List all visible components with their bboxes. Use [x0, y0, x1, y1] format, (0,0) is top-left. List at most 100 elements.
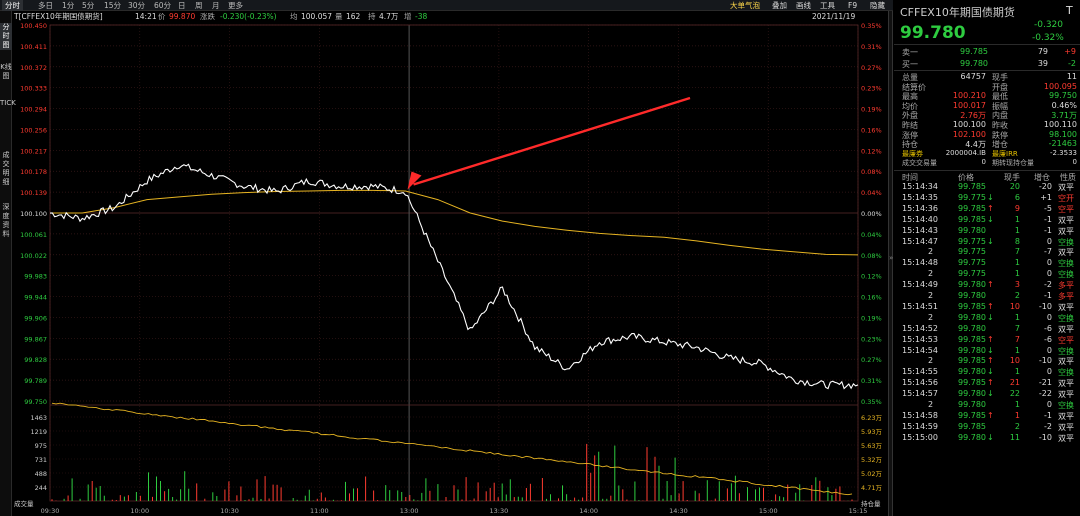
tab-1[interactable]: 多日: [38, 1, 53, 10]
price-tick: 100.100: [20, 210, 47, 218]
vol-tick: 731: [35, 456, 47, 464]
trade-type: 双平: [1058, 390, 1074, 400]
trade-vol: 22: [1009, 389, 1020, 399]
left-tab-2[interactable]: TICK: [0, 99, 16, 107]
toolbar-right-5[interactable]: 隐藏: [870, 1, 885, 10]
tab-9[interactable]: 月: [212, 1, 220, 10]
trade-oi: 0: [1046, 269, 1052, 279]
tab-3[interactable]: 5分: [82, 1, 95, 10]
left-tab-1[interactable]: K线图: [0, 63, 12, 80]
trade-price: 99.785: [958, 203, 986, 213]
oi-tick: 5.02万: [861, 470, 882, 478]
trade-oi: -7: [1044, 247, 1052, 257]
time-tick: 11:00: [310, 507, 329, 515]
quote-vol: 39: [1037, 59, 1048, 68]
trade-direction-icon: ↑: [987, 356, 994, 366]
trades-header-3: 增仓: [1034, 173, 1050, 182]
trade-vol: 9: [1014, 203, 1020, 213]
left-tab-4[interactable]: 深度资料: [2, 203, 10, 238]
trade-direction-icon: ↑: [987, 334, 994, 344]
intraday-chart-area[interactable]: T[CFFEX10年期国债期货] 14:21 价 99.870 涨跌 -0.230(-0.…: [12, 11, 888, 516]
quote-chg: +9: [1064, 47, 1076, 56]
tab-4[interactable]: 15分: [104, 1, 122, 10]
panel-splitter[interactable]: »: [888, 11, 893, 516]
vol-tick: 1219: [30, 428, 47, 436]
trade-time: 2: [928, 400, 934, 409]
trade-price: 99.775: [958, 236, 986, 246]
time-tick: 14:30: [669, 507, 688, 515]
trade-type: 多平: [1058, 281, 1074, 291]
trade-type: 空换: [1058, 259, 1074, 269]
trade-time: 15:14:58: [902, 410, 938, 420]
stat-value: -2.3533: [1049, 148, 1077, 157]
left-tab-3[interactable]: 成交明细: [2, 151, 10, 186]
trade-vol: 7: [1014, 247, 1020, 257]
annotation-arrowhead-icon: [407, 171, 422, 190]
tab-5[interactable]: 30分: [128, 1, 146, 10]
stat-label: 成交交易量: [902, 159, 937, 168]
trade-vol: 10: [1009, 356, 1020, 366]
stat-value: 0: [981, 158, 986, 167]
oi-tick: 4.71万: [861, 484, 882, 492]
quote-label: 卖一: [902, 48, 918, 57]
toolbar-right-1[interactable]: 叠加: [772, 1, 787, 10]
tab-7[interactable]: 日: [178, 1, 186, 10]
stat-value: 98.100: [1049, 129, 1077, 139]
trade-type: 空换: [1058, 313, 1074, 323]
trade-time: 15:14:36: [902, 203, 938, 213]
trade-time: 15:14:47: [902, 236, 938, 246]
time-tick: 14:00: [579, 507, 598, 515]
trade-price: 99.775: [958, 247, 986, 257]
stat-label: 期转现持仓量: [992, 159, 1034, 168]
time-tick: 13:00: [400, 507, 419, 515]
tab-6[interactable]: 60分: [154, 1, 172, 10]
trade-time: 15:15:00: [902, 432, 938, 442]
pct-tick: 0.31%: [861, 377, 882, 385]
stat-label: 开盘: [992, 82, 1008, 92]
info-price: 99.870: [169, 12, 195, 21]
oi-tick: 6.23万: [861, 414, 882, 422]
trade-time: 15:14:55: [902, 367, 938, 377]
divider: [894, 70, 1080, 71]
trade-direction-icon: ↓: [987, 345, 994, 355]
pct-tick: 0.23%: [861, 85, 882, 93]
toolbar-right-3[interactable]: 工具: [820, 1, 835, 10]
tab-8[interactable]: 周: [195, 1, 203, 10]
pct-tick: 0.35%: [861, 22, 882, 30]
info-symbol: T[CFFEX10年期国债期货]: [13, 11, 103, 21]
info-oi_label: 持: [368, 11, 376, 21]
trade-vol: 7: [1014, 323, 1020, 333]
stat-value: -21463: [1048, 139, 1077, 149]
pct-tick: 0.08%: [861, 252, 882, 260]
pct-tick: 0.23%: [861, 335, 882, 343]
divider: [894, 44, 1080, 45]
tab-0[interactable]: 分时: [2, 0, 23, 11]
trade-price: 99.785: [958, 410, 986, 420]
trade-oi: 0: [1046, 367, 1052, 377]
oi-tick: 5.63万: [861, 442, 882, 450]
stat-label: 昨收: [992, 121, 1008, 130]
toolbar-right-0[interactable]: 大单气泡: [730, 1, 760, 10]
trade-time: 2: [928, 269, 934, 279]
stat-label: 最廉IRR: [992, 149, 1018, 158]
vol-tick: 1463: [30, 414, 47, 422]
trade-type: 多平: [1058, 292, 1074, 301]
left-tab-0[interactable]: 分时图: [0, 23, 12, 50]
price-tick: 99.983: [24, 273, 47, 281]
trade-type: 空换: [1058, 401, 1074, 410]
tab-2[interactable]: 1分: [62, 1, 75, 10]
info-oi: 4.7万: [379, 12, 399, 21]
collapse-arrow-icon[interactable]: »: [889, 254, 894, 262]
pct-tick: 0.31%: [861, 43, 882, 51]
trade-time: 15:14:48: [902, 258, 938, 268]
oi-tick: 5.93万: [861, 428, 882, 436]
trade-type: 空开: [1058, 193, 1074, 203]
trade-type: 空换: [1058, 346, 1074, 356]
stat-label: 最廉券: [902, 149, 923, 158]
toolbar-right-2[interactable]: 画线: [796, 1, 811, 10]
intraday-chart[interactable]: T[CFFEX10年期国债期货] 14:21 价 99.870 涨跌 -0.230(-0.…: [12, 11, 888, 516]
trade-price: 99.780: [958, 225, 986, 235]
toolbar-right-4[interactable]: F9: [848, 1, 858, 10]
tab-10[interactable]: 更多: [228, 1, 243, 10]
trade-time: 2: [928, 312, 934, 322]
